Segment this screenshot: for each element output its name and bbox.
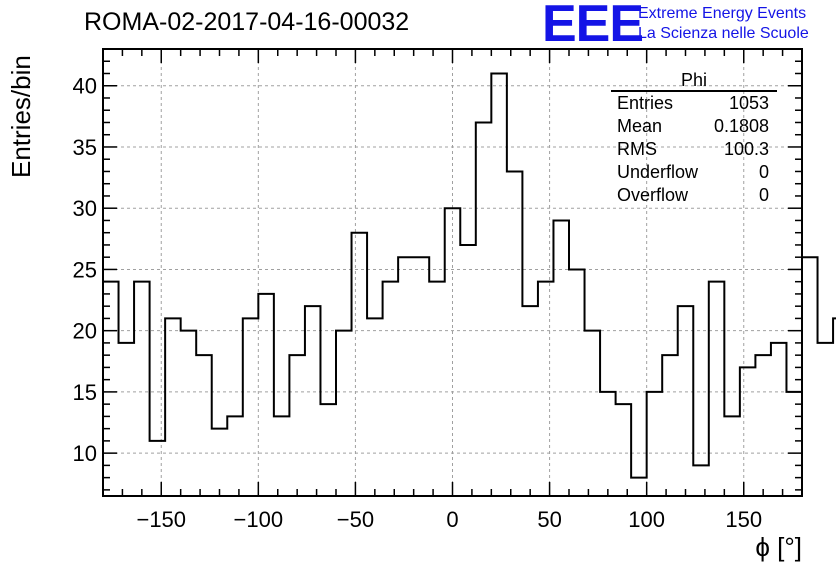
x-tick-label: 150	[725, 507, 762, 532]
histogram-bin	[569, 269, 585, 496]
stats-row-overflow: Overflow 0	[611, 184, 777, 207]
eee-logo-mark: EEE	[542, 0, 644, 53]
histogram-bin	[383, 282, 399, 496]
y-tick-label: 15	[73, 380, 97, 405]
x-axis-label: ϕ [°]	[755, 532, 802, 562]
tick-labels: −150 −100 −50 0 50 100 150 10 15 20 25 30 35 40	[73, 74, 763, 532]
stats-label: Overflow	[617, 185, 689, 205]
logo-line-1: Extreme Energy Events	[638, 5, 807, 22]
histogram-bin	[165, 318, 181, 496]
histogram-bin	[274, 416, 290, 496]
histogram-bin	[631, 478, 647, 496]
stats-value: 100.3	[723, 139, 769, 159]
histogram-bin	[227, 416, 243, 496]
histogram-bin	[507, 171, 523, 496]
histogram-bin	[476, 122, 492, 496]
histogram-bin	[662, 355, 678, 496]
histogram-steps	[102, 72, 836, 496]
histogram-bin	[196, 355, 212, 496]
stats-row-mean: Mean 0.1808	[611, 115, 777, 138]
histogram-bin	[398, 257, 414, 496]
histogram-bin	[786, 392, 802, 496]
stats-title: Phi	[611, 70, 777, 92]
histogram-bin	[740, 367, 756, 496]
y-tick-label: 10	[73, 441, 97, 466]
y-tick-label: 20	[73, 319, 97, 344]
histogram-bin	[755, 355, 771, 496]
histogram-bin	[103, 282, 119, 496]
histogram-bin	[150, 441, 166, 496]
stats-value: 0.1808	[713, 116, 769, 136]
chart-title: ROMA-02-2017-04-16-00032	[84, 8, 410, 36]
logo-line-2: La Scienza nelle Scuole	[638, 25, 809, 42]
y-tick-label: 40	[73, 74, 97, 99]
histogram-bin	[616, 404, 632, 496]
histogram-bin	[802, 257, 818, 496]
histogram-bin	[119, 343, 135, 496]
eee-logo-text: Extreme Energy Events La Scienza nelle S…	[638, 4, 809, 44]
x-tick-label: 0	[446, 507, 458, 532]
stats-row-underflow: Underflow 0	[611, 161, 777, 184]
y-tick-label: 35	[73, 135, 97, 160]
stats-value: 0	[758, 185, 769, 205]
histogram-bin	[414, 257, 430, 496]
x-tick-label: −100	[234, 507, 284, 532]
histogram-bin	[647, 392, 663, 496]
histogram-bin	[600, 392, 616, 496]
histogram-bin	[522, 306, 538, 496]
stats-label: RMS	[617, 139, 657, 159]
stats-label: Mean	[617, 116, 663, 136]
histogram-bin	[289, 355, 305, 496]
x-tick-label: 100	[628, 507, 665, 532]
histogram-outline	[102, 72, 836, 496]
histogram-bin	[352, 233, 368, 496]
histogram-bin	[771, 343, 787, 496]
y-axis-label: Entries/bin	[6, 55, 36, 178]
stats-box: Phi Entries 1053 Mean 0.1808 RMS 100.3 U…	[611, 70, 777, 207]
stats-value: 0	[758, 162, 769, 182]
histogram-bin	[585, 331, 601, 496]
histogram-bin	[491, 73, 507, 496]
stats-row-rms: RMS 100.3	[611, 138, 777, 161]
histogram-bin	[212, 429, 228, 496]
stats-label: Entries	[617, 93, 674, 113]
histogram-bin	[320, 404, 336, 496]
histogram-bin	[336, 331, 352, 496]
histogram-bin	[460, 245, 476, 496]
histogram-bin	[367, 318, 383, 496]
x-tick-label: −50	[337, 507, 374, 532]
stats-label: Underflow	[617, 162, 699, 182]
stats-row-entries: Entries 1053	[611, 92, 777, 115]
histogram-bin	[445, 208, 461, 496]
histogram-bin	[678, 306, 694, 496]
histogram-bin	[553, 220, 569, 496]
y-tick-label: 30	[73, 196, 97, 221]
axes	[102, 48, 803, 497]
histogram-bin	[305, 306, 321, 496]
x-tick-label: 50	[537, 507, 561, 532]
stats-value: 1053	[728, 93, 769, 113]
histogram-bin	[258, 294, 274, 496]
histogram-bin	[818, 343, 834, 496]
histogram-bin	[181, 331, 197, 496]
histogram-bin	[693, 465, 709, 496]
histogram-bin	[709, 282, 725, 496]
y-tick-label: 25	[73, 257, 97, 282]
histogram-bin	[538, 282, 554, 496]
grid	[103, 49, 802, 496]
x-tick-label: −150	[136, 507, 186, 532]
histogram-bin	[429, 282, 445, 496]
histogram-bin	[724, 416, 740, 496]
histogram-bin	[134, 282, 150, 496]
histogram-bin	[243, 318, 259, 496]
